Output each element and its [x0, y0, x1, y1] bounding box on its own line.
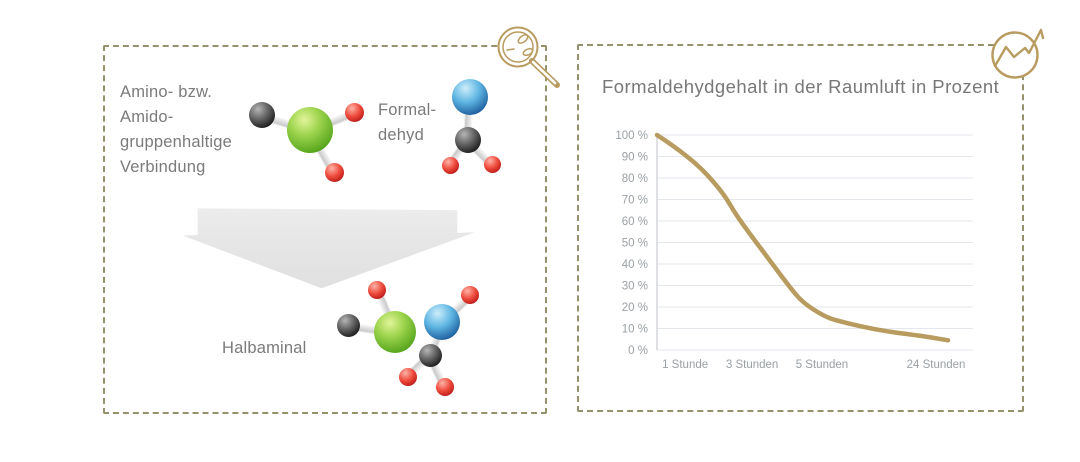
x-tick-label: 5 Stunden: [796, 359, 848, 371]
atom-red: [461, 286, 479, 304]
reactant-label-line: Verbindung: [120, 158, 206, 176]
y-tick-label: 30 %: [622, 281, 648, 293]
x-tick-label: 1 Stunde: [662, 359, 708, 371]
atom-red: [483, 155, 501, 173]
atom-blue: [452, 79, 488, 115]
amino-compound-molecule: [230, 60, 380, 190]
atom-red: [399, 368, 417, 386]
formaldehyde-label-line: dehyd: [378, 126, 424, 144]
reactant-label: Amino- bzw. Amido- gruppenhaltige Verbin…: [120, 80, 232, 180]
atom-red: [436, 378, 454, 396]
reactant-label-line: Amino- bzw.: [120, 83, 213, 101]
atom-black: [418, 343, 442, 367]
trend-chart-icon: [991, 28, 1045, 79]
atom-black: [249, 102, 275, 128]
atom-red: [324, 162, 344, 182]
atom-red: [344, 102, 364, 122]
x-tick-label: 3 Stunden: [726, 359, 778, 371]
data-line: [654, 132, 951, 343]
atom-red: [441, 156, 459, 174]
reactant-label-line: Amido-: [120, 108, 174, 126]
y-tick-label: 50 %: [622, 238, 648, 250]
halbaminal-molecule: [330, 230, 500, 405]
reactant-label-line: gruppenhaltige: [120, 133, 232, 151]
y-tick-label: 80 %: [622, 173, 648, 185]
formaldehyde-label-line: Formal-: [378, 101, 437, 119]
magnifier-icon: [497, 26, 560, 88]
formaldehyde-label: Formal- dehyd: [378, 98, 436, 148]
reaction-panel: [103, 45, 547, 414]
y-tick-label: 10 %: [622, 324, 648, 336]
atom-blue: [424, 304, 460, 340]
product-label: Halbaminal: [222, 339, 307, 357]
y-tick-label: 60 %: [622, 216, 648, 228]
y-tick-label: 100 %: [615, 130, 648, 142]
x-tick-label: 24 Stunden: [907, 359, 966, 371]
chart-title: Formaldehydgehalt in der Raumluft in Pro…: [602, 76, 1000, 97]
particle-icon: [517, 34, 529, 44]
y-tick-label: 70 %: [622, 195, 648, 207]
atom-green: [374, 311, 416, 353]
particle-icon: [522, 47, 534, 57]
y-tick-label: 40 %: [622, 259, 648, 271]
y-tick-label: 90 %: [622, 152, 648, 164]
atom-green: [287, 107, 333, 153]
y-tick-label: 0 %: [628, 345, 648, 357]
atom-black: [336, 313, 360, 337]
chart-panel: [577, 44, 1024, 412]
y-tick-label: 20 %: [622, 302, 648, 314]
formaldehyde-molecule: [430, 70, 530, 180]
atom-black: [455, 127, 481, 153]
atom-red: [368, 281, 386, 299]
formaldehyde-line-chart: 100 % 90 % 80 % 70 % 60 % 50 % 40 % 30 % 20 % 10 …: [615, 130, 973, 371]
